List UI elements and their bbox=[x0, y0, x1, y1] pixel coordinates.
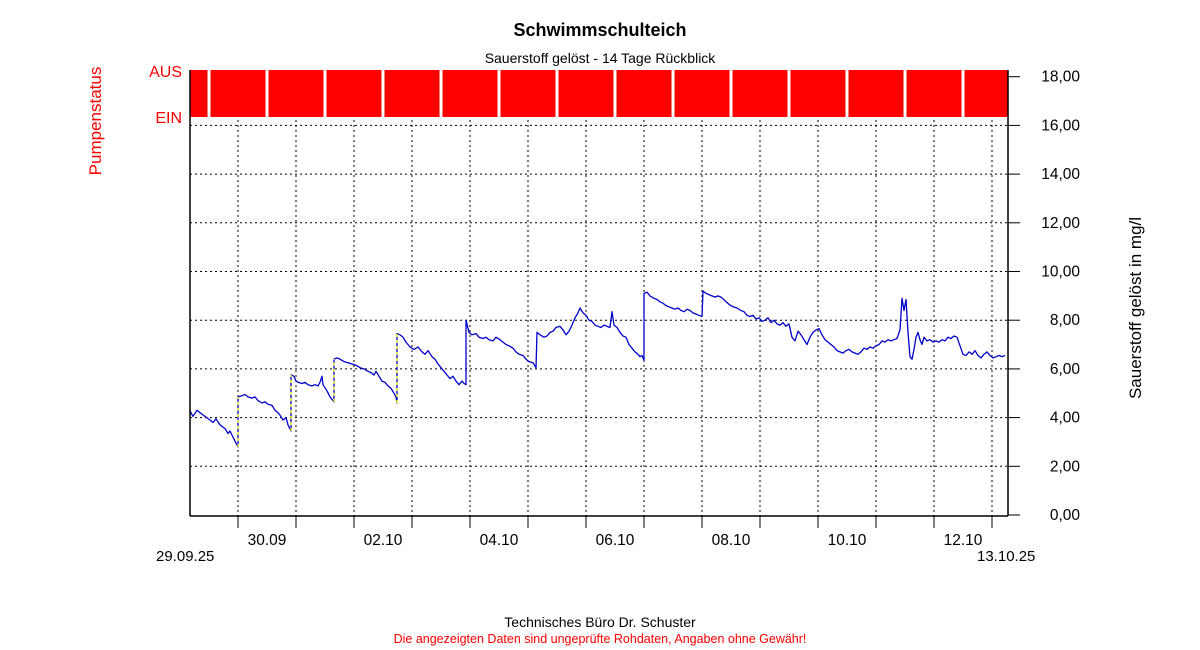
oxygen-line-series bbox=[189, 290, 1006, 448]
svg-text:12.10: 12.10 bbox=[944, 532, 983, 549]
footer-company: Technisches Büro Dr. Schuster bbox=[504, 614, 696, 630]
svg-text:30.09: 30.09 bbox=[248, 532, 287, 549]
footer-disclaimer: Die angezeigten Daten sind ungeprüfte Ro… bbox=[393, 632, 807, 646]
svg-text:12,00: 12,00 bbox=[1041, 215, 1080, 232]
daily-jump-markers bbox=[237, 333, 398, 447]
svg-text:06.10: 06.10 bbox=[596, 532, 635, 549]
pump-state-ein-label: EIN bbox=[155, 110, 182, 127]
svg-text:4,00: 4,00 bbox=[1050, 410, 1081, 427]
svg-text:16,00: 16,00 bbox=[1041, 117, 1080, 134]
pump-status-bar bbox=[190, 70, 1008, 117]
svg-text:02.10: 02.10 bbox=[364, 532, 403, 549]
svg-text:0,00: 0,00 bbox=[1050, 507, 1081, 524]
svg-text:04.10: 04.10 bbox=[480, 532, 519, 549]
svg-text:2,00: 2,00 bbox=[1050, 458, 1081, 475]
gridlines bbox=[190, 70, 1008, 516]
x-axis-tick-labels: 30.09 02.10 04.10 06.10 08.10 10.10 12.10 bbox=[248, 532, 983, 549]
svg-text:6,00: 6,00 bbox=[1050, 361, 1081, 378]
pump-state-aus-label: AUS bbox=[149, 64, 182, 81]
svg-text:14,00: 14,00 bbox=[1041, 166, 1080, 183]
svg-text:18,00: 18,00 bbox=[1041, 69, 1080, 86]
svg-text:10.10: 10.10 bbox=[828, 532, 867, 549]
x-axis-start-date: 29.09.25 bbox=[156, 548, 215, 565]
axis-frame-and-ticks bbox=[189, 70, 1020, 528]
svg-text:10,00: 10,00 bbox=[1041, 264, 1080, 281]
svg-text:08.10: 08.10 bbox=[712, 532, 751, 549]
chart-subtitle: Sauerstoff gelöst - 14 Tage Rückblick bbox=[484, 50, 716, 66]
x-axis-end-date: 13.10.25 bbox=[977, 548, 1036, 565]
chart-title: Schwimmschulteich bbox=[513, 20, 687, 40]
svg-text:8,00: 8,00 bbox=[1050, 312, 1081, 329]
y-axis-tick-labels: 0,00 2,00 4,00 6,00 8,00 10,00 12,00 14,00 16,00… bbox=[1041, 69, 1080, 524]
